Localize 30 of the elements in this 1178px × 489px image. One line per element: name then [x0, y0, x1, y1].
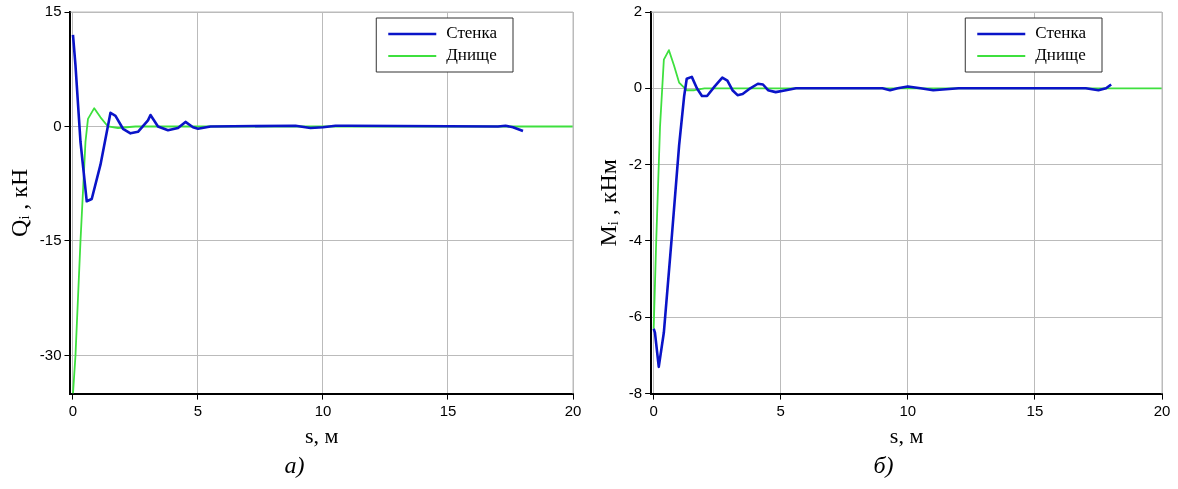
- y-tick-label: -4: [628, 231, 643, 249]
- x-tick-label: 10: [314, 401, 332, 419]
- x-tick-label: 15: [1026, 401, 1044, 419]
- legend-label: Днище: [1035, 45, 1086, 65]
- text: б): [872, 451, 895, 480]
- y-tick-label: -8: [628, 383, 643, 401]
- y-tick-label: 2: [633, 2, 643, 20]
- y-tick-label: 15: [44, 2, 62, 20]
- x-tick-label: 20: [1153, 401, 1171, 419]
- y-tick-label: -30: [39, 345, 62, 363]
- x-tick-label: 0: [68, 401, 78, 419]
- legend-label: Стенка: [446, 23, 498, 43]
- y-axis-title: Mᵢ , кНм: [594, 159, 621, 247]
- y-axis-title: Qᵢ , кН: [5, 168, 32, 237]
- x-tick-label: 0: [649, 401, 658, 419]
- legend-label: Днище: [446, 45, 497, 65]
- y-tick-label: 0: [53, 116, 62, 134]
- text: а): [283, 451, 306, 480]
- y-tick-label: 0: [633, 78, 643, 96]
- y-tick-label: -2: [628, 154, 643, 172]
- y-tick-label: -6: [628, 307, 643, 325]
- x-tick-label: 20: [564, 401, 582, 419]
- legend-label: Стенка: [1035, 23, 1087, 43]
- x-axis-title: s, м: [305, 422, 339, 448]
- x-tick-label: 15: [439, 401, 457, 419]
- x-tick-label: 10: [899, 401, 917, 419]
- x-tick-label: 5: [193, 401, 203, 419]
- y-tick-label: -15: [39, 231, 62, 249]
- x-tick-label: 5: [776, 401, 785, 419]
- x-axis-title: s, м: [889, 422, 924, 448]
